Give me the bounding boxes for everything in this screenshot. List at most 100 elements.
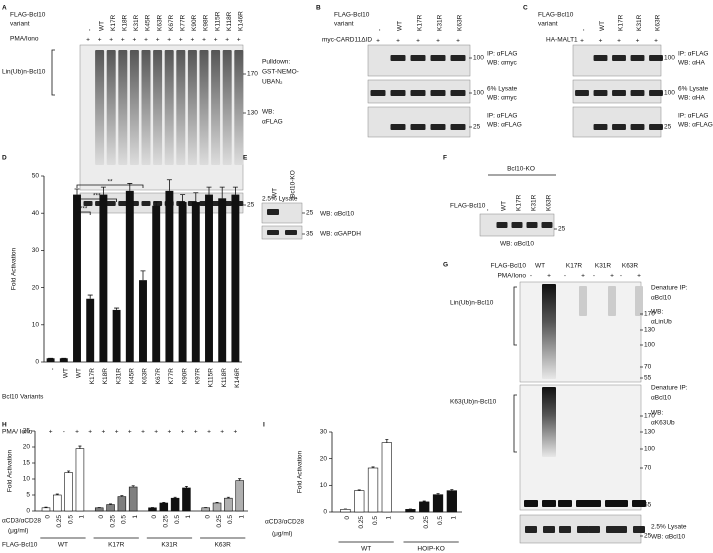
band (153, 50, 163, 165)
y-tick-label: 30 (32, 247, 40, 254)
label: FLAG-Bcl10 (2, 542, 38, 549)
treatment-sign: + (102, 429, 106, 436)
treatment-sign: + (234, 429, 238, 436)
x-tick-label: K63R (142, 368, 149, 385)
band (141, 50, 151, 165)
bar (64, 472, 73, 512)
lane-label: K118R (226, 11, 233, 31)
x-tick-label: 1 (451, 516, 458, 520)
panel-letter: I (263, 422, 265, 429)
error-bar (131, 485, 135, 487)
bar (405, 509, 416, 513)
x-tick-label: 0.25 (56, 515, 63, 528)
band (410, 90, 426, 96)
group-label: K17R (108, 542, 125, 549)
blot (367, 106, 471, 138)
marker-label: 70 (644, 364, 652, 371)
band (390, 55, 406, 61)
label: Lin(Ub)n-Bcl10 (2, 69, 46, 76)
label: αK63Ub (651, 420, 675, 427)
label: Bcl10 Variants (2, 394, 44, 401)
band (542, 500, 556, 507)
band (370, 90, 386, 96)
x-tick-label: 0.5 (372, 516, 379, 525)
y-tick-label: 0 (323, 509, 327, 516)
band (234, 50, 244, 165)
treatment-sign: + (610, 273, 614, 280)
error-bar (238, 478, 242, 481)
marker-label: 100 (644, 446, 655, 453)
y-tick-label: 5 (26, 492, 30, 499)
band (141, 201, 151, 206)
significance-bracket (76, 184, 144, 188)
marker-label: 170 (247, 71, 258, 78)
band (559, 526, 571, 533)
treatment-sign: + (436, 38, 440, 45)
lane-label: K31R (595, 263, 612, 270)
panel-letter: B (316, 5, 321, 12)
treatment-sign: + (214, 37, 218, 44)
band (612, 90, 626, 96)
bar (201, 507, 210, 512)
marker-label: 25 (644, 533, 652, 540)
error-bar (78, 445, 82, 449)
bar (419, 501, 430, 513)
treatment-sign: + (167, 37, 171, 44)
error-bar (215, 501, 219, 503)
marker-label: 25 (558, 226, 566, 233)
band (612, 55, 626, 61)
lane-label: WT (397, 21, 404, 31)
lane-label: K98R (203, 14, 210, 31)
blot (572, 106, 662, 138)
band (593, 124, 608, 130)
label: variant (538, 21, 558, 28)
group-label: WT (58, 542, 68, 549)
band (541, 222, 553, 228)
bracket (51, 49, 55, 96)
marker-label: 25 (247, 202, 255, 209)
treatment-sign: + (128, 429, 132, 436)
treatment-sign: + (133, 37, 137, 44)
marker-label: 25 (473, 124, 481, 131)
label: myc-CARD11ΔID (322, 37, 372, 44)
bar (212, 502, 222, 512)
band (450, 124, 466, 130)
y-tick-label: 50 (32, 173, 40, 180)
y-tick-label: 0 (35, 359, 39, 366)
y-tick-label: 20 (23, 444, 31, 451)
y-axis-title: Fold Activation (297, 450, 304, 493)
x-tick-label: 0.25 (163, 515, 170, 528)
band (496, 222, 508, 228)
lane-label: K45R (145, 14, 152, 31)
bracket (513, 394, 517, 453)
x-axis-title: (μg/ml) (8, 528, 28, 535)
band (95, 50, 105, 165)
treatment-sign: + (121, 37, 125, 44)
lane-label: K31R (133, 14, 140, 31)
bar (182, 487, 191, 512)
y-tick-label: 10 (320, 482, 328, 489)
lane-label: K63R (622, 263, 639, 270)
band (524, 500, 538, 507)
x-tick-label: K67R (155, 368, 162, 385)
treatment-sign: - (620, 273, 622, 280)
x-tick-label: 0 (45, 515, 52, 519)
label: HA-MALT1 (546, 37, 578, 44)
x-tick-label: 1 (185, 515, 192, 519)
band (593, 55, 608, 61)
band (106, 50, 116, 165)
treatment-sign: + (181, 429, 185, 436)
marker-label: 170 (644, 311, 655, 318)
treatment-sign: + (156, 37, 160, 44)
band (588, 526, 600, 533)
treatment-sign: + (207, 429, 211, 436)
bar (191, 202, 200, 362)
x-tick-label: 1 (132, 515, 139, 519)
treatment-sign: + (191, 37, 195, 44)
bar (41, 507, 51, 512)
lane-label: - (87, 29, 94, 31)
y-tick-label: 40 (32, 210, 40, 217)
treatment-sign: + (396, 38, 400, 45)
bar (224, 497, 233, 512)
